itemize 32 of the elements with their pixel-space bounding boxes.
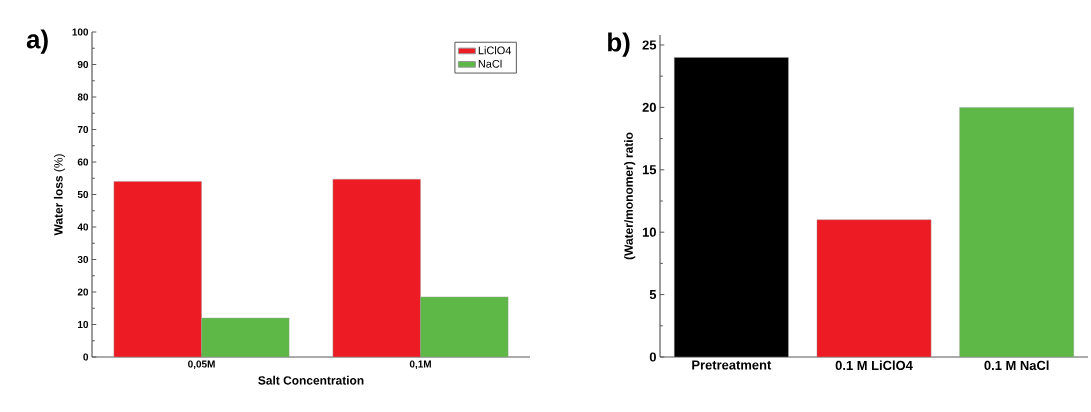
bar [959, 107, 1074, 358]
x-tick-label: 0,05M [188, 360, 215, 370]
y-tick-label: 20 [642, 102, 656, 112]
y-tick-label: 0 [649, 352, 656, 362]
y-tick-label: 5 [649, 290, 657, 300]
legend-label: LiClO4 [478, 46, 512, 55]
y-axis-title: Water loss (%) [53, 154, 66, 236]
y-tick-label: 40 [77, 223, 89, 231]
y-tick-label: 90 [77, 60, 89, 69]
x-axis-title: Salt Concentration [258, 375, 364, 385]
x-tick-label: Pretreatment [692, 360, 772, 370]
y-tick-label: 10 [78, 320, 89, 329]
y-tick-label: 30 [77, 255, 89, 264]
legend-label: NaCl [478, 59, 502, 68]
y-tick-label: 80 [77, 93, 89, 101]
y-tick-label: 20 [77, 288, 89, 296]
y-tick-label: 25 [642, 40, 657, 50]
y-tick-label: 15 [642, 165, 657, 175]
y-tick-label: 10 [642, 227, 656, 237]
x-tick-label: 0.1 M LiClO4 [835, 360, 913, 371]
bar [816, 219, 932, 358]
chart-title: b) [608, 32, 630, 57]
y-axis-title: (Water/monomer) ratio [624, 132, 636, 260]
y-tick-label: 100 [72, 28, 89, 36]
bar [674, 57, 789, 358]
y-tick-label: 0 [83, 353, 89, 361]
y-tick-label: 70 [77, 125, 89, 134]
chart-title: a) [26, 29, 48, 54]
y-tick-label: 60 [77, 158, 89, 166]
y-tick-label: 50 [77, 190, 89, 199]
x-tick-label: 0.1 M NaCl [984, 360, 1049, 371]
x-tick-label: 0,1M [409, 360, 431, 370]
